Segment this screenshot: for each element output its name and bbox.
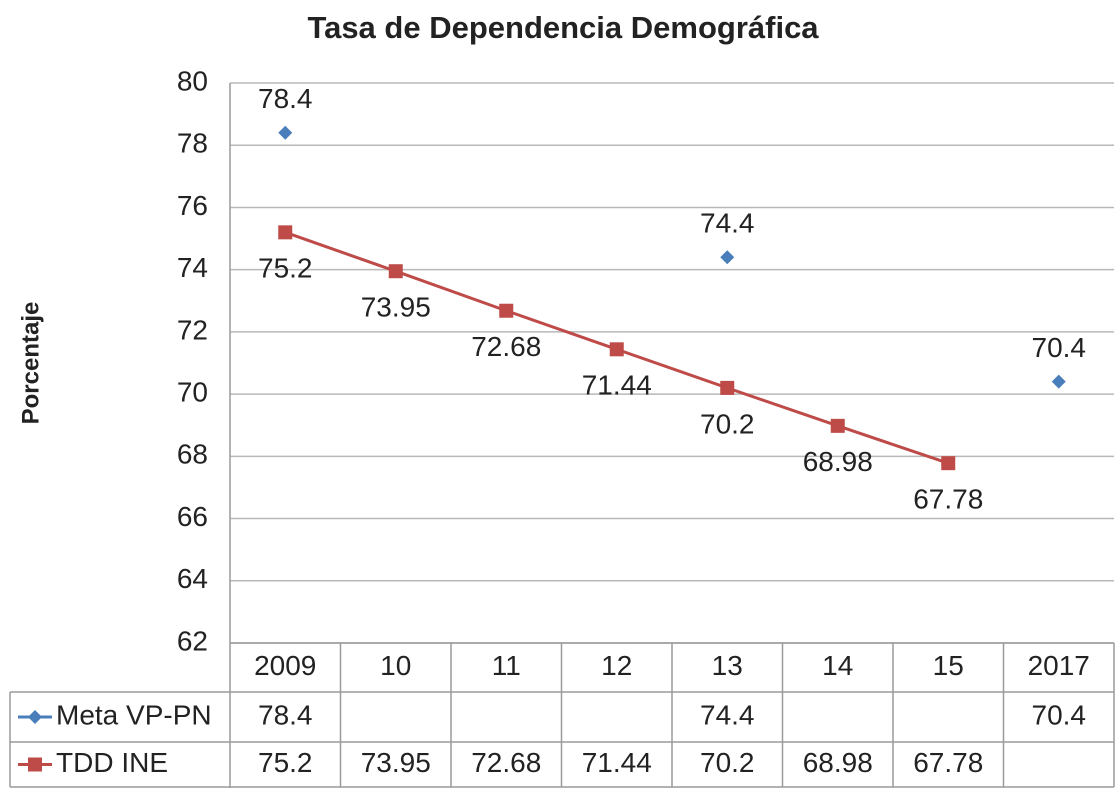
table-cell: 68.98 (803, 747, 873, 778)
y-tick-label: 80 (177, 65, 208, 96)
x-tick-label: 14 (822, 650, 853, 681)
point (278, 125, 293, 140)
y-tick-label: 76 (177, 190, 208, 221)
x-tick-label: 2017 (1028, 650, 1090, 681)
x-tick-label: 11 (492, 650, 521, 681)
point (720, 250, 735, 265)
y-tick-label: 68 (177, 439, 208, 470)
data-label: 73.95 (361, 292, 431, 323)
data-label: 75.2 (258, 253, 313, 284)
point (720, 380, 735, 395)
point (1051, 374, 1066, 389)
point (609, 342, 624, 357)
legend-swatch-marker (28, 710, 42, 724)
y-tick-label: 66 (177, 501, 208, 532)
data-label: 72.68 (471, 331, 541, 362)
data-label: 70.4 (1032, 332, 1087, 363)
table-cell: 73.95 (361, 747, 431, 778)
data-label: 70.2 (700, 408, 755, 439)
x-tick-label: 10 (380, 650, 411, 681)
table-cell: 72.68 (471, 747, 541, 778)
y-tick-label: 62 (177, 625, 208, 656)
table-cell: 75.2 (258, 747, 313, 778)
x-tick-label: 12 (601, 650, 632, 681)
x-tick-label: 2009 (254, 650, 316, 681)
chart-title: Tasa de Dependencia Demográfica (307, 10, 819, 45)
x-tick-label: 13 (712, 650, 743, 681)
table-cell: 70.4 (1032, 699, 1087, 730)
y-tick-label: 78 (177, 128, 208, 159)
x-tick-label: 15 (933, 650, 964, 681)
data-label: 67.78 (913, 484, 983, 515)
legend-label: Meta VP-PN (56, 699, 212, 730)
y-tick-label: 74 (177, 252, 208, 283)
y-tick-label: 70 (177, 377, 208, 408)
table-cell: 70.2 (700, 747, 755, 778)
point (278, 225, 293, 240)
point (830, 418, 845, 433)
legend-label: TDD INE (56, 747, 168, 778)
point (499, 303, 514, 318)
data-label: 71.44 (582, 370, 652, 401)
y-tick-label: 72 (177, 314, 208, 345)
legend-swatch-marker (28, 757, 42, 772)
y-tick-label: 64 (177, 563, 208, 594)
table-cell: 74.4 (700, 699, 755, 730)
data-label: 78.4 (258, 83, 313, 114)
data-label: 74.4 (700, 208, 755, 239)
y-axis-label: Porcentaje (17, 302, 44, 425)
table-cell: 71.44 (582, 747, 652, 778)
data-label: 68.98 (803, 446, 873, 477)
point (388, 264, 403, 279)
table-cell: 67.78 (913, 747, 983, 778)
point (941, 456, 956, 471)
table-cell: 78.4 (258, 699, 313, 730)
